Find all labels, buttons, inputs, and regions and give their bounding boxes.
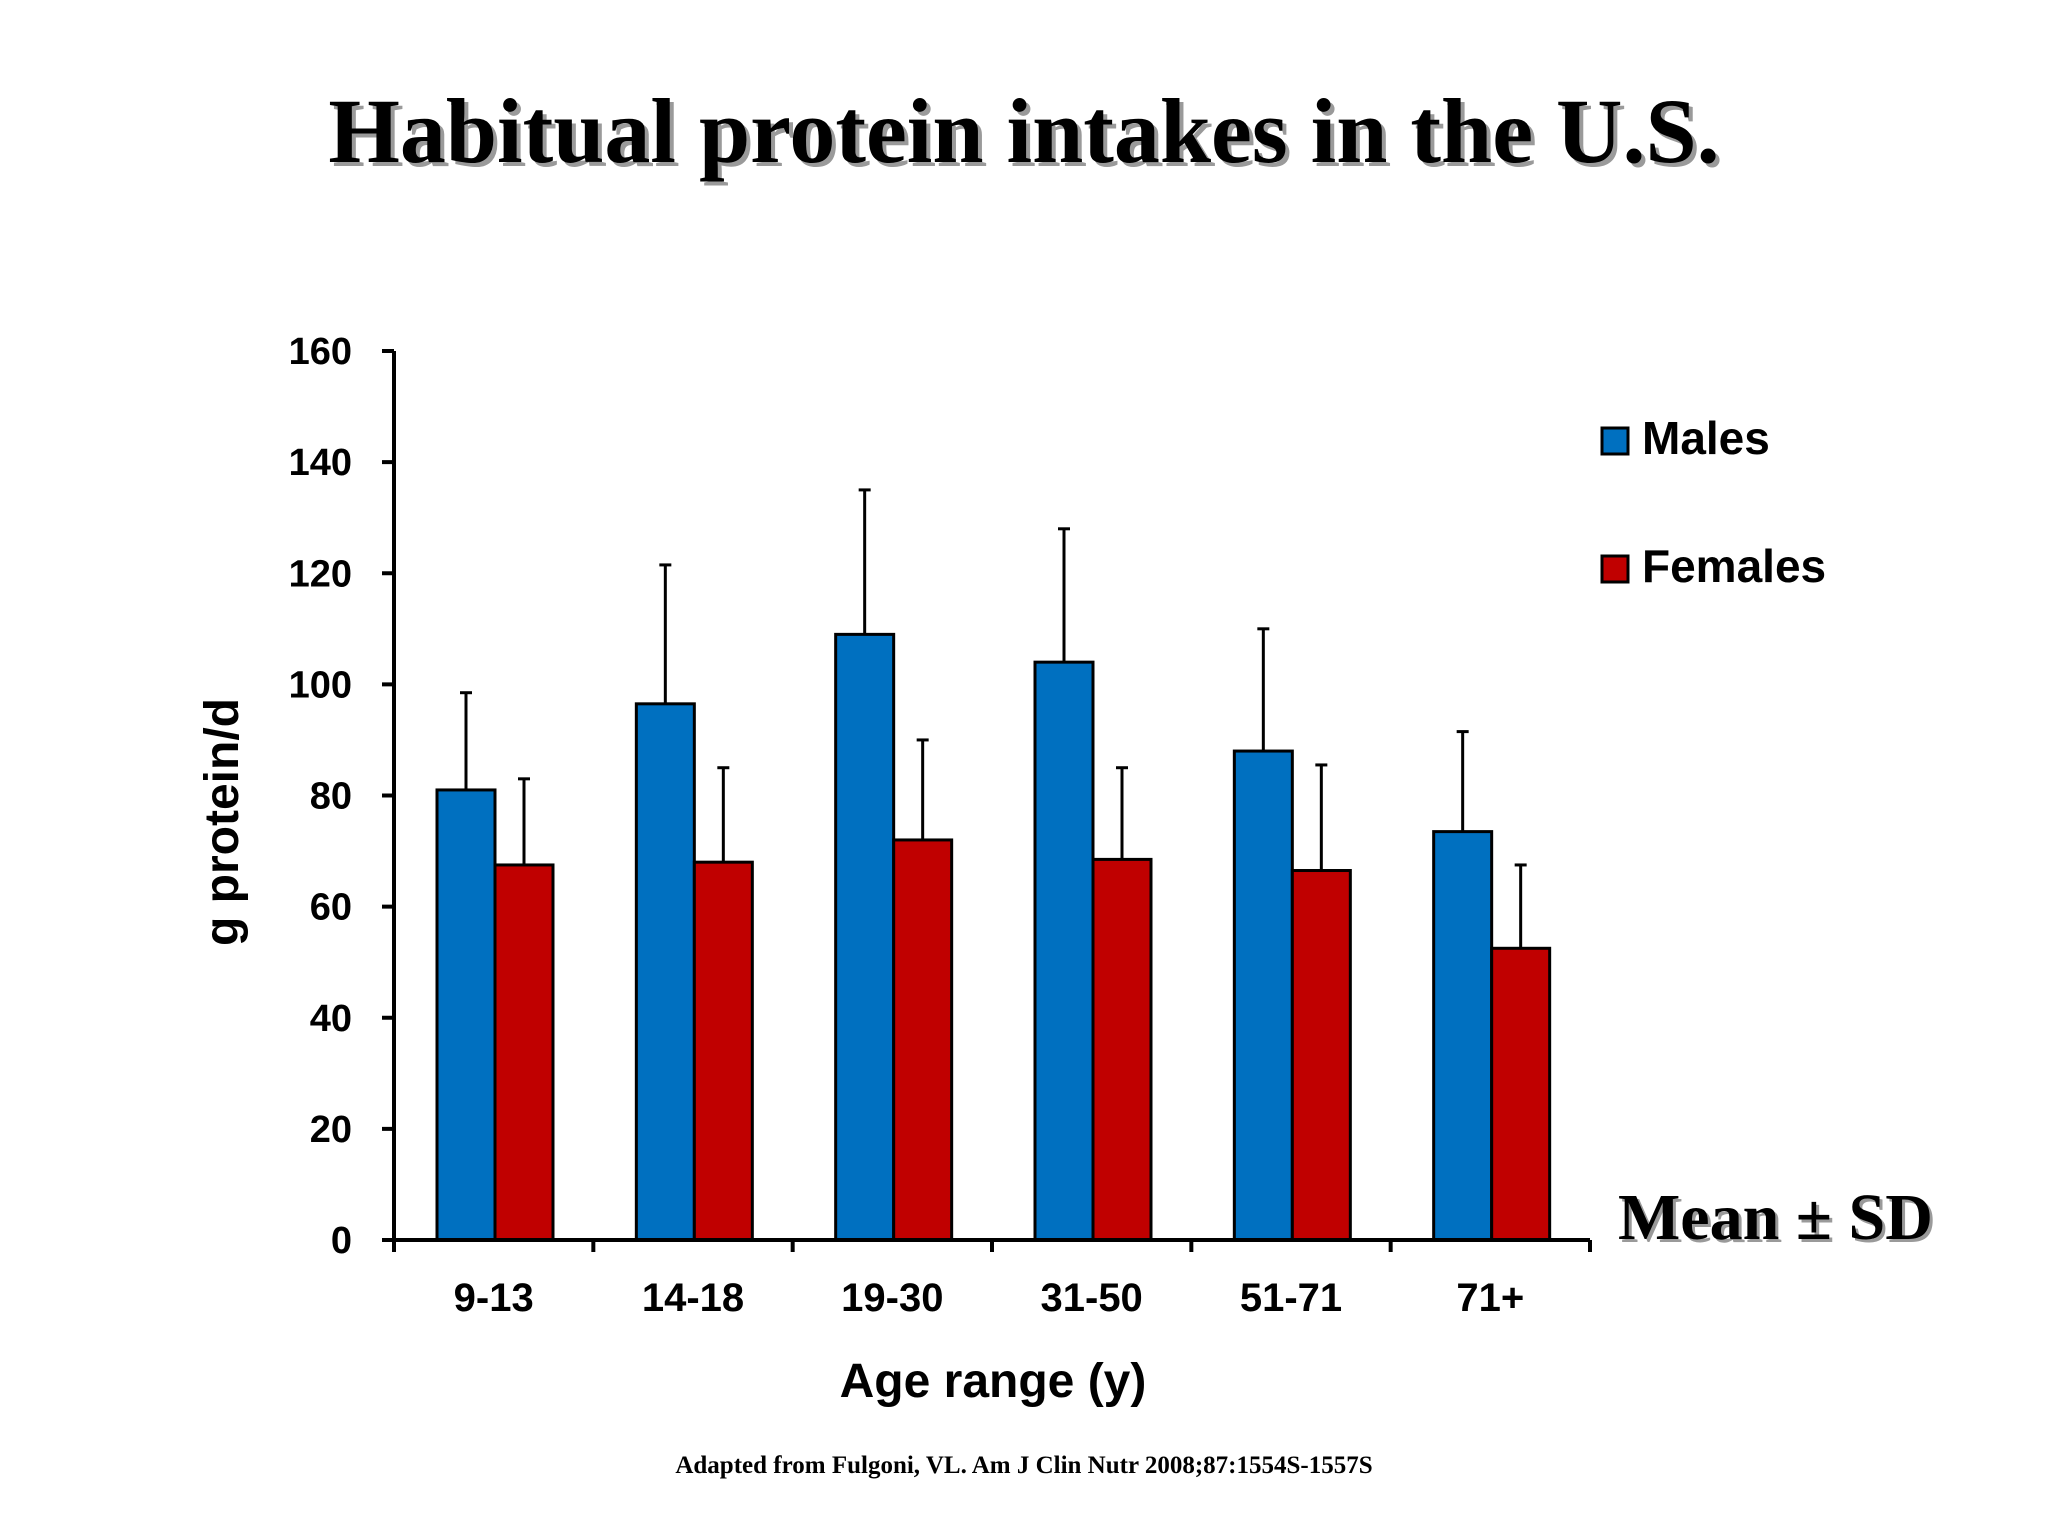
page-title: Habitual protein intakes in the U.S. [328,80,1720,182]
x-tick-label: 19-30 [841,1276,943,1320]
y-tick-label: 0 [331,1220,352,1262]
mean-sd-note: Mean ± SD [1618,1181,1933,1254]
legend-label-males: Males [1642,412,1770,464]
legend-swatch-males [1600,426,1630,456]
bar-males-9-13 [435,788,497,1242]
y-tick-label: 140 [289,442,352,484]
y-tick-label: 80 [310,776,352,818]
bar-males-71+ [1432,830,1494,1242]
x-tick-label: 14-18 [642,1276,744,1320]
bar-females-9-13 [493,863,555,1242]
bar-females-19-30 [892,838,954,1242]
bar-females-71+ [1490,946,1552,1242]
x-axis-label: Age range (y) [840,1355,1147,1408]
axes-layer: 0 20 40 60 80 100 120 140 160 9-13 14-18 19-30 31-50… [289,331,1592,1320]
legend-label-females: Females [1642,540,1826,592]
bar-females-14-18 [692,860,754,1242]
y-axis-label: g protein/d [196,698,249,946]
y-tick-label: 100 [289,664,352,706]
bar-males-19-30 [834,632,896,1242]
y-tick-label: 60 [310,887,352,929]
y-tick-label: 20 [310,1109,352,1151]
bar-males-51-71 [1232,749,1294,1242]
x-tick-label: 9-13 [454,1276,534,1320]
bar-females-31-50 [1091,857,1153,1242]
source-citation: Adapted from Fulgoni, VL. Am J Clin Nutr… [675,1452,1373,1479]
legend: Males Females [1600,412,1826,592]
error-bars-layer [460,488,1527,949]
bar-males-31-50 [1033,660,1095,1242]
y-tick-label: 40 [310,998,352,1040]
y-tick-label: 160 [289,331,352,373]
bar-males-14-18 [634,702,696,1242]
x-tick-label: 51-71 [1240,1276,1342,1320]
x-tick-label: 31-50 [1041,1276,1143,1320]
bars-layer [435,632,1552,1242]
legend-swatch-females [1600,554,1630,584]
y-tick-label: 120 [289,553,352,595]
x-tick-label: 71+ [1456,1276,1524,1320]
bar-females-51-71 [1290,869,1352,1242]
